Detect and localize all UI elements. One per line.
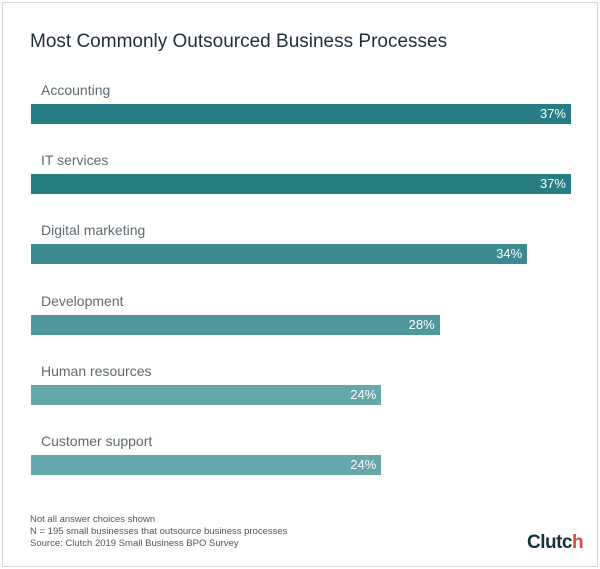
data-label: 37% [539, 106, 566, 121]
bar: 37% [31, 104, 571, 124]
data-label: 28% [408, 317, 435, 332]
bar: 34% [31, 244, 528, 264]
clutch-logo: Clutch [527, 532, 584, 553]
category-label: Accounting [41, 82, 111, 98]
footnote: Not all answer choices shown [30, 514, 156, 525]
category-label: Human resources [41, 363, 152, 379]
chart-title: Most Commonly Outsourced Business Proces… [30, 31, 448, 52]
category-label: IT services [41, 152, 109, 168]
bar: 28% [31, 315, 440, 335]
data-label: 37% [539, 176, 566, 191]
data-label: 34% [496, 246, 523, 261]
footnote: Source: Clutch 2019 Small Business BPO S… [30, 538, 239, 549]
bar: 24% [31, 385, 382, 405]
bar: 24% [31, 455, 382, 475]
category-label: Digital marketing [41, 222, 146, 238]
data-label: 24% [350, 387, 377, 402]
category-label: Development [41, 293, 124, 309]
footnotes: Not all answer choices shown N = 195 sma… [30, 514, 287, 550]
data-label: 24% [350, 457, 377, 472]
footnote: N = 195 small businesses that outsource … [30, 526, 288, 537]
category-label: Customer support [41, 433, 153, 449]
bar: 37% [31, 174, 571, 194]
